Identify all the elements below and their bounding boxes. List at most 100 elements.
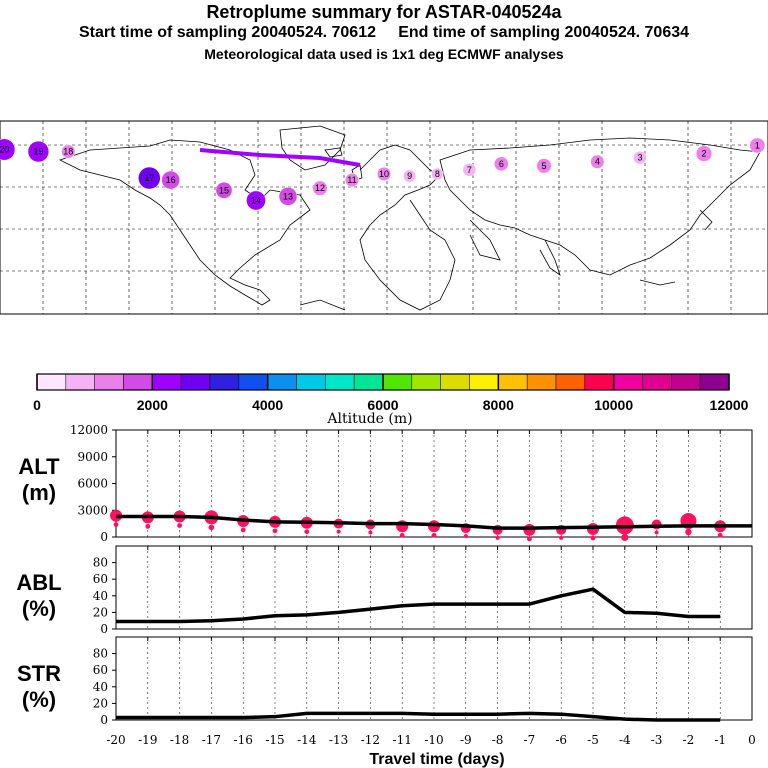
position-label-day-2: 2 bbox=[701, 149, 706, 159]
panel-alt: 12000 9000 6000 3000 0 ALT(m) bbox=[18, 423, 753, 544]
altitude-spread-marker bbox=[590, 535, 596, 541]
colorbar-swatch bbox=[555, 373, 586, 391]
y-tick-label: 60 bbox=[93, 663, 108, 677]
position-day-4 bbox=[590, 154, 605, 169]
x-tick-label: -19 bbox=[138, 733, 157, 747]
altitude-spread-marker bbox=[527, 536, 532, 542]
y-tick-label: 20 bbox=[93, 696, 108, 710]
position-label-day-7: 7 bbox=[467, 165, 472, 175]
colorbar-swatch bbox=[642, 373, 672, 391]
colorbar-title: Altitude (m) bbox=[326, 411, 412, 427]
x-tick-label: -4 bbox=[619, 733, 631, 747]
x-tick-label: -12 bbox=[361, 733, 380, 747]
figure-title: Retroplume summary for ASTAR-040524a bbox=[206, 2, 562, 22]
y-axis-unit: (m) bbox=[22, 480, 56, 505]
position-label-day-11: 11 bbox=[347, 175, 356, 185]
x-tick-label: -9 bbox=[460, 733, 472, 747]
altitude-spread-marker bbox=[431, 532, 437, 538]
y-tick-label: 60 bbox=[93, 572, 108, 586]
x-tick-label: -2 bbox=[683, 733, 695, 747]
altitude-spread-marker bbox=[368, 530, 373, 535]
altitude-spread-marker bbox=[621, 533, 629, 542]
position-day-17 bbox=[138, 166, 161, 190]
position-day-1 bbox=[749, 137, 766, 154]
y-axis-label: STR bbox=[17, 661, 61, 686]
colorbar-swatch bbox=[152, 373, 182, 391]
colorbar-swatch bbox=[209, 373, 240, 391]
position-day-16 bbox=[161, 170, 180, 190]
position-label-day-20: 20 bbox=[0, 145, 9, 155]
altitude-spread-marker bbox=[113, 522, 119, 527]
plume-track bbox=[199, 148, 361, 167]
x-tick-label: -8 bbox=[492, 733, 504, 747]
y-tick-label: 40 bbox=[93, 589, 108, 603]
altitude-spread-marker bbox=[145, 523, 151, 529]
map-frame bbox=[0, 120, 768, 315]
altitude-spread-marker bbox=[463, 534, 468, 539]
position-day-3 bbox=[633, 150, 647, 165]
y-tick-label: 40 bbox=[93, 680, 108, 694]
panel-abl: 80 60 40 20 0 ABL(%) bbox=[16, 545, 753, 636]
position-label-day-4: 4 bbox=[595, 157, 600, 167]
sampling-times: Start time of sampling 20040524. 70612 E… bbox=[78, 24, 690, 41]
y-axis-label: ALT bbox=[18, 454, 60, 479]
x-tick-label: 0 bbox=[748, 733, 756, 747]
colorbar-swatch bbox=[699, 373, 730, 391]
position-day-11 bbox=[344, 173, 360, 188]
position-label-day-17: 17 bbox=[144, 173, 154, 183]
colorbar-tick-label: 4000 bbox=[252, 397, 283, 413]
colorbar-swatch bbox=[36, 373, 67, 391]
altitude-spread-marker bbox=[399, 532, 405, 538]
daily-positions: 20 19 18 17 16 15 14 13 12 11 10 9 8 7 6 5 4 3 2 1 bbox=[0, 137, 766, 211]
position-label-day-5: 5 bbox=[541, 161, 546, 171]
y-tick-label: 80 bbox=[93, 647, 108, 661]
time-series-panels: 120009000600030000ALT(m)806040200ABL(%)8… bbox=[16, 423, 755, 768]
y-tick-label: 12000 bbox=[70, 423, 108, 437]
altitude-spread-marker bbox=[717, 532, 723, 538]
position-label-day-3: 3 bbox=[637, 153, 642, 163]
position-label-day-14: 14 bbox=[251, 195, 261, 205]
altitude-spread-marker bbox=[177, 523, 183, 528]
position-day-2 bbox=[695, 145, 713, 162]
meteo-note: Meteorological data used is 1x1 deg ECMW… bbox=[204, 46, 564, 62]
altitude-spread-marker bbox=[272, 528, 278, 534]
position-label-day-8: 8 bbox=[435, 169, 440, 179]
altitude-spread-marker bbox=[559, 535, 564, 540]
colorbar-swatch bbox=[498, 373, 528, 391]
altitude-spread-marker bbox=[654, 530, 659, 535]
colorbar-swatch bbox=[584, 373, 614, 391]
position-label-day-6: 6 bbox=[499, 159, 504, 169]
y-tick-label: 3000 bbox=[77, 503, 108, 517]
colorbar-swatch bbox=[440, 373, 470, 391]
y-tick-label: 20 bbox=[93, 605, 108, 619]
altitude-colorbar: 0 2000 4000 6000 8000 10000 12000 Altitude (m) bbox=[33, 373, 749, 427]
position-day-10 bbox=[376, 166, 392, 182]
position-day-6 bbox=[494, 156, 509, 172]
y-tick-label: 0 bbox=[100, 713, 108, 727]
colorbar-tick-label: 2000 bbox=[137, 397, 168, 413]
x-tick-label: -1 bbox=[714, 733, 726, 747]
y-tick-label: 80 bbox=[93, 556, 108, 570]
position-day-19 bbox=[27, 140, 50, 163]
altitude-spread-marker bbox=[208, 524, 215, 531]
colorbar-swatch bbox=[469, 373, 499, 391]
coastlines bbox=[58, 125, 761, 311]
position-day-15 bbox=[215, 181, 233, 199]
x-tick-label: -11 bbox=[393, 733, 412, 747]
colorbar-swatch bbox=[65, 373, 95, 391]
colorbar-swatch bbox=[123, 373, 153, 391]
colorbar-tick-label: 8000 bbox=[483, 397, 514, 413]
colorbar-swatch bbox=[411, 373, 441, 391]
colorbar-swatch bbox=[526, 373, 557, 391]
colorbar-swatch bbox=[267, 373, 297, 391]
colorbar-swatch bbox=[353, 373, 384, 391]
y-axis-unit: (%) bbox=[22, 596, 56, 621]
altitude-spread-marker bbox=[495, 535, 500, 540]
colorbar-swatch bbox=[238, 373, 268, 391]
series-line-alt bbox=[116, 514, 752, 530]
position-label-day-12: 12 bbox=[315, 183, 325, 193]
position-day-13 bbox=[278, 187, 298, 206]
position-day-9 bbox=[403, 169, 417, 183]
x-tick-label: -20 bbox=[106, 733, 125, 747]
